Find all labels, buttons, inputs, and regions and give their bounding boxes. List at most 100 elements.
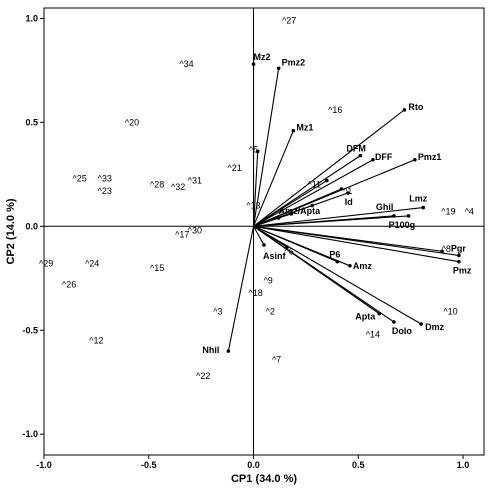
observation-12: ^12 — [89, 336, 103, 346]
pmz2-vector — [252, 68, 280, 227]
mz2-vector-tip — [251, 62, 256, 66]
p100g-vector — [253, 215, 409, 227]
mz1-vector-tip — [291, 128, 296, 133]
variable-label-ghil: Ghil — [376, 202, 394, 212]
asinf-vector-tip — [262, 243, 266, 247]
dolo-vector-tip — [392, 320, 396, 324]
variable-label-p6: P6 — [329, 250, 340, 260]
observation-29: ^29 — [39, 259, 53, 269]
observation-labels: ^1 ^2 ^3 ^4 ^5 ^6 ^7 ^8 ^9 ^10 ^11 ^12 ^13 ^14 ^15 ^16 ^… — [39, 15, 474, 381]
observation-30: ^30 — [188, 225, 202, 235]
variable-label-pmz2: Pmz2 — [282, 57, 306, 67]
unlabeled-vector-tip — [255, 149, 260, 154]
dfm-vector-tip — [358, 153, 363, 158]
observation-4: ^4 — [465, 207, 474, 217]
y-tick-label: 1.0 — [25, 13, 38, 23]
observation-19: ^19 — [441, 207, 455, 217]
y-tick-label: 0.5 — [25, 117, 38, 127]
x-tick-label: 1.0 — [457, 460, 470, 470]
pmz1-vector — [253, 159, 416, 227]
variable-label-dfm: DFM — [346, 144, 366, 154]
variable-label-id: Id — [345, 197, 353, 207]
variable-label-pgr: Pgr — [451, 243, 467, 253]
variable-label-apta: Apta — [355, 312, 376, 322]
dfm-vector — [253, 155, 361, 227]
x-tick-label: 0.0 — [247, 460, 260, 470]
variable-label-lmz: Lmz — [409, 194, 428, 204]
pmz-vector — [253, 225, 459, 263]
observation-7: ^7 — [272, 354, 281, 364]
variable-label-amz-apta: Amz/Apta — [279, 206, 321, 216]
plot-frame — [43, 7, 485, 456]
observation-18: ^18 — [249, 288, 263, 298]
pgr-vector-tip — [457, 253, 461, 258]
nhil-vector-tip — [226, 349, 231, 353]
rto-vector — [253, 109, 405, 227]
variable-label-dolo: Dolo — [392, 326, 412, 336]
observation-21: ^21 — [228, 163, 242, 173]
pmz1-vector-tip — [413, 157, 417, 162]
unlabeled-vector-tip — [325, 178, 329, 183]
variable-label-p100g: P100g — [389, 220, 416, 230]
observation-25: ^25 — [73, 173, 87, 183]
mz1-vector — [253, 130, 294, 227]
dolo-vector — [253, 225, 395, 323]
x-tick-label: -0.5 — [141, 460, 157, 470]
observation-8: ^8 — [442, 244, 451, 254]
observation-23: ^23 — [98, 186, 112, 196]
pgr-vector — [253, 225, 459, 256]
observation-32: ^32 — [171, 182, 185, 192]
dmz-vector — [253, 225, 422, 325]
pmz-vector-tip — [457, 259, 461, 264]
variable-label-pmz1: Pmz1 — [418, 152, 442, 162]
dff-vector — [253, 159, 374, 227]
amz-vector-tip — [348, 264, 352, 268]
rto-vector-tip — [402, 108, 407, 112]
observation-28: ^28 — [150, 180, 164, 190]
observation-5: ^5 — [249, 144, 258, 154]
amz-vector — [253, 225, 351, 267]
y-tick-label: 0.0 — [25, 221, 38, 231]
plot-border — [43, 7, 485, 456]
asinf-vector — [253, 226, 265, 246]
variable-label-asinf: Asinf — [263, 251, 287, 261]
nhil-vector — [227, 226, 255, 352]
variable-label-nhil: Nhil — [202, 345, 219, 355]
x-axis-label: CP1 (34.0 %) — [231, 473, 297, 485]
id-vector — [253, 192, 348, 227]
id-vector-tip — [346, 191, 350, 195]
lmz-vector — [253, 207, 424, 227]
variable-label-pmz: Pmz — [453, 266, 472, 276]
observation-9: ^9 — [264, 275, 273, 285]
variable-label-rto: Rto — [408, 102, 423, 112]
observation-13: ^13 — [246, 201, 260, 211]
observation-3: ^3 — [213, 307, 222, 317]
variable-vectors: Mz2 Pmz2 Mz1 Rto DFM DFF Pmz1 Amz/Apta Id Ghil Lmz… — [202, 52, 471, 355]
observation-20: ^20 — [125, 117, 139, 127]
observation-11: ^11 — [307, 180, 321, 190]
observation-16: ^16 — [328, 105, 342, 115]
x-tick-label: -1.0 — [36, 460, 52, 470]
variable-label-mz2: Mz2 — [254, 52, 271, 62]
observation-6: ^6 — [285, 246, 294, 256]
x-tick-label: 0.5 — [352, 460, 365, 470]
observation-27: ^27 — [282, 15, 296, 25]
y-tick-label: -0.5 — [22, 325, 38, 335]
observation-14: ^14 — [366, 329, 380, 339]
dff-vector-tip — [371, 157, 375, 162]
lmz-vector-tip — [421, 205, 426, 210]
unlabeled-vector-tip — [440, 249, 444, 254]
variable-label-dff: DFF — [375, 152, 393, 162]
axis-ticks: -1.0 -0.5 0.0 0.5 1.0 -1.0 -0.5 0.0 0.5 1.0 — [22, 13, 469, 470]
observation-17: ^17 — [175, 230, 189, 240]
observation-1: ^1 — [343, 186, 352, 196]
pmz2-vector-tip — [276, 66, 281, 71]
observation-2: ^2 — [266, 307, 275, 317]
observation-24: ^24 — [85, 259, 99, 269]
y-tick-label: -1.0 — [22, 429, 38, 439]
observation-33: ^33 — [98, 173, 112, 183]
observation-22: ^22 — [196, 371, 210, 381]
observation-26: ^26 — [62, 280, 76, 290]
variable-label-dmz: Dmz — [425, 322, 445, 332]
